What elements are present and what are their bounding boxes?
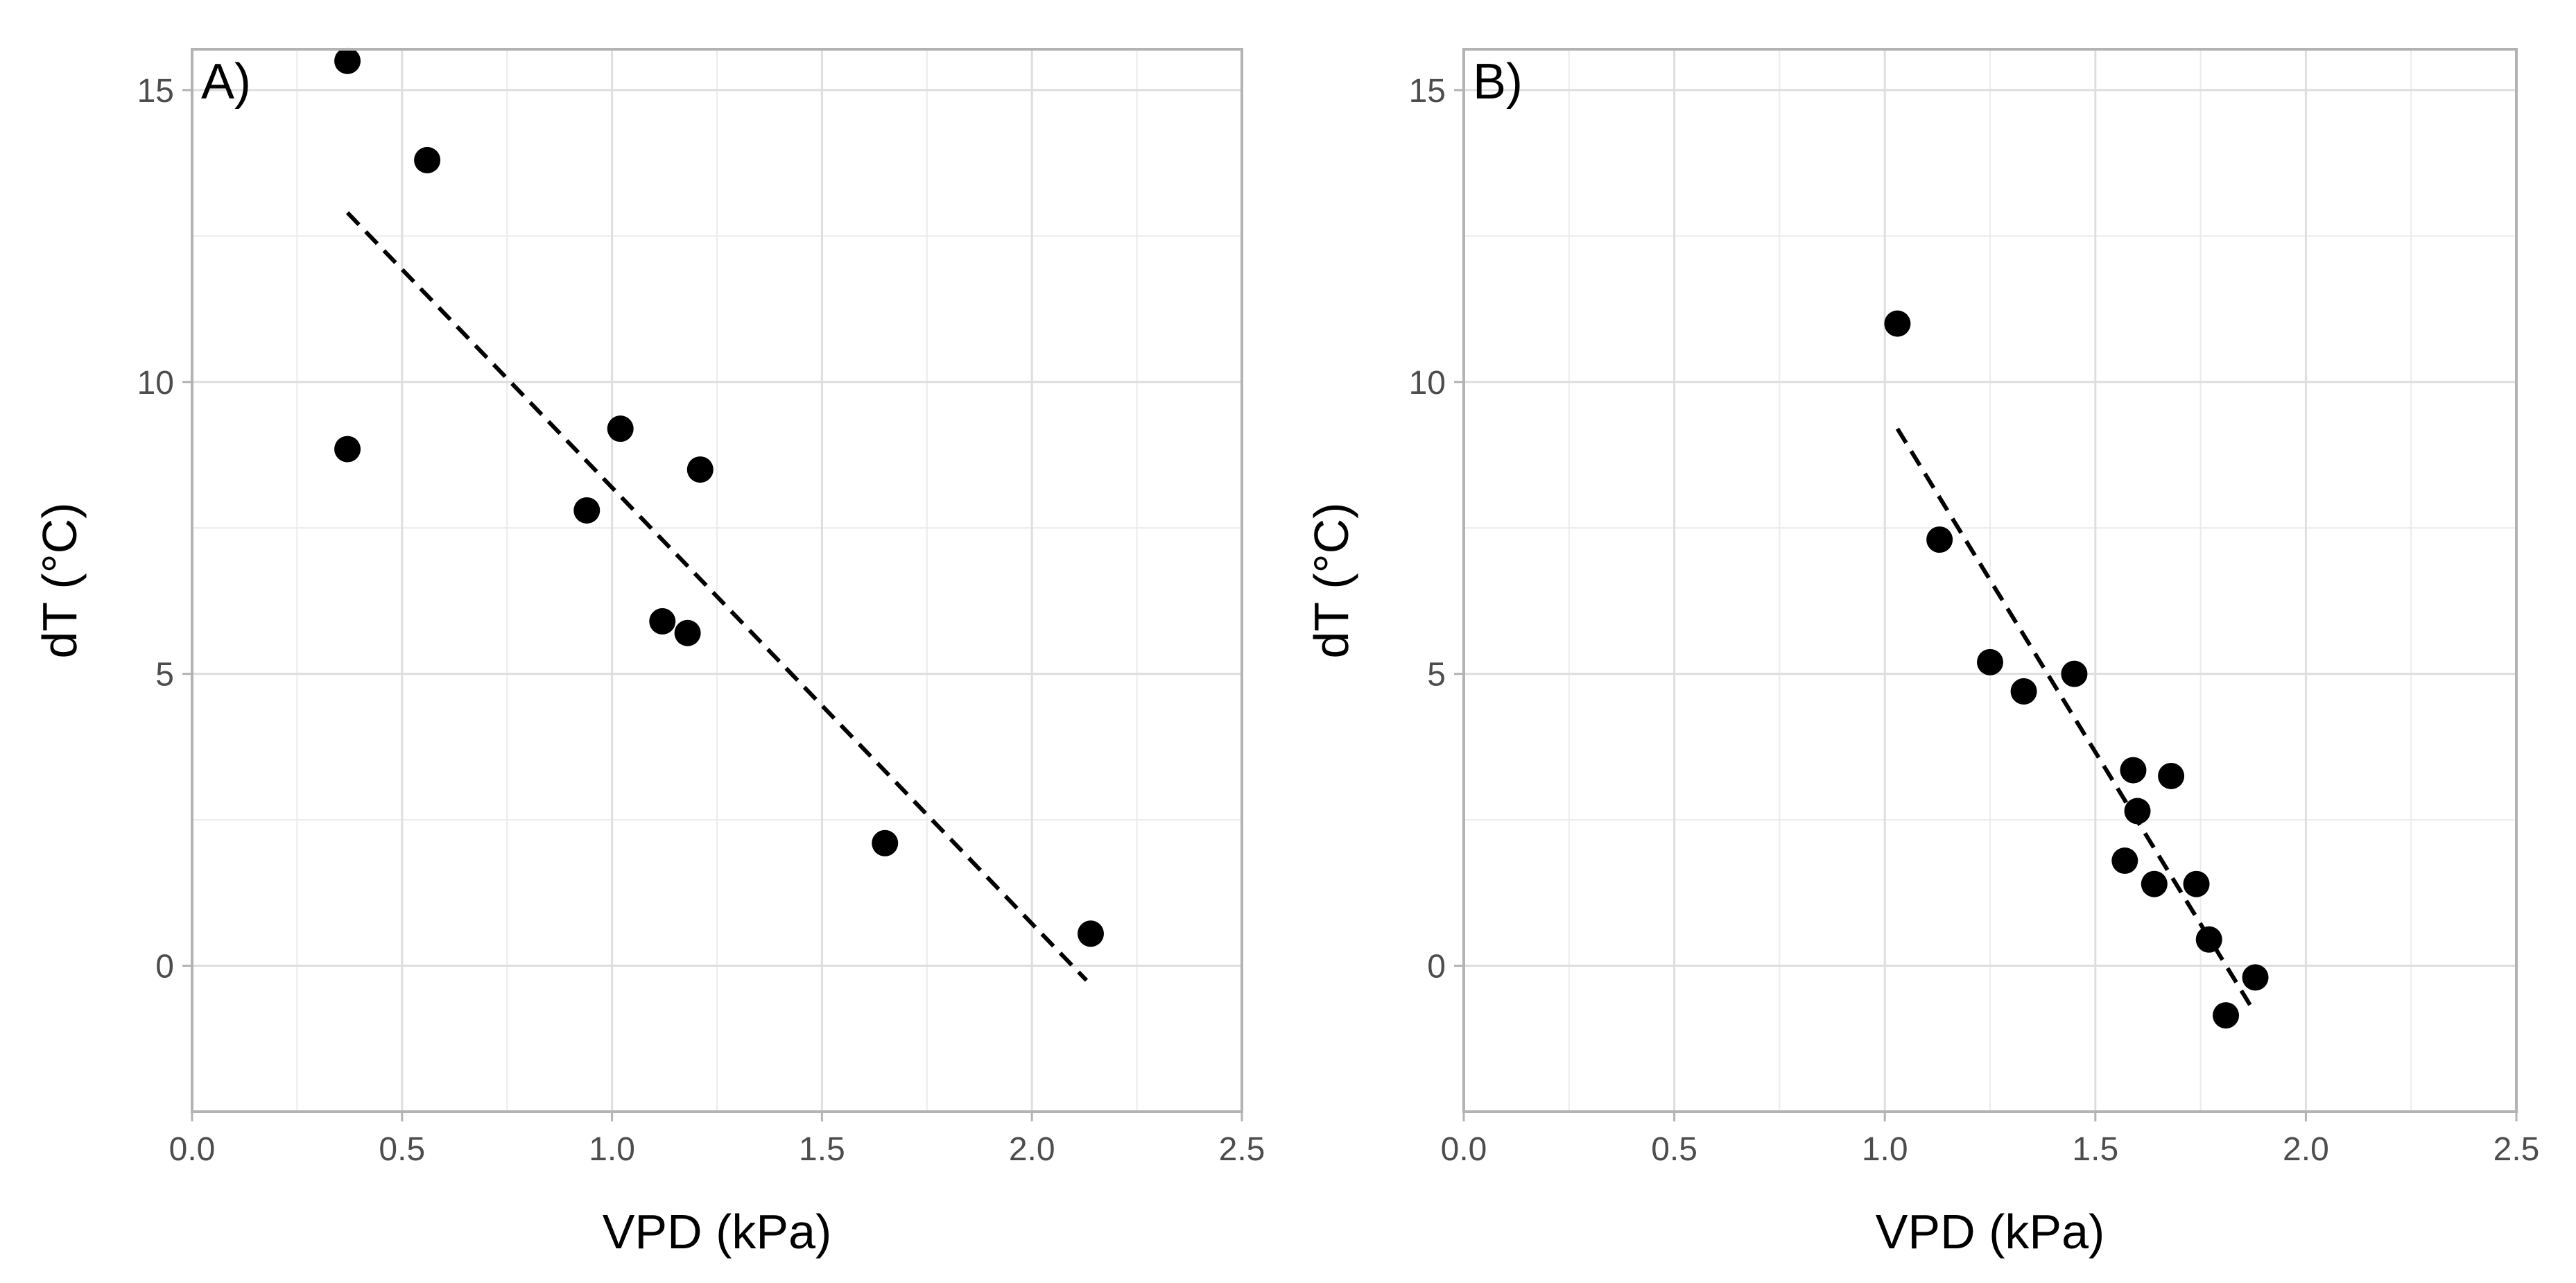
panel-a-data-point-7 [649, 608, 676, 635]
panel-b-points [1884, 310, 2269, 1029]
panel-a-x-axis: 0.0 0.5 1.0 1.5 2.0 2.5 [169, 1112, 1265, 1168]
panel-b-data-point-2 [1926, 526, 1953, 553]
panel-a-y-axis: 0 5 10 15 [137, 73, 192, 985]
panel-b-data-point-5 [2061, 660, 2088, 687]
panel-b-data-point-10 [2141, 870, 2168, 897]
panel-b-y-axis-title: dT (°C) [1304, 502, 1358, 658]
panel-a-y-tick-label: 0 [155, 949, 174, 985]
panel-a-y-tick-label: 5 [155, 657, 174, 694]
panel-b-fit-line-group [1895, 427, 2254, 1008]
panel-b-y-axis: 0 5 10 15 [1409, 73, 1464, 985]
panel-a-x-tick-label: 1.5 [799, 1131, 845, 1168]
panel-a-x-tick-label: 1.0 [589, 1131, 635, 1168]
panel-b-y-tick-label: 0 [1427, 949, 1446, 985]
panel-a-x-tick-label: 0.0 [169, 1131, 216, 1168]
panel-b-x-tick-label: 0.5 [1651, 1131, 1697, 1168]
panel-a-fit-line [345, 211, 1089, 982]
panel-b: 0.0 0.5 1.0 1.5 2.0 2.5 0 5 10 15 B) VPD (kPa) d… [1304, 48, 2540, 1259]
panel-b-data-point-7 [2124, 798, 2151, 825]
panel-b-data-point-4 [2010, 678, 2037, 705]
panel-b-x-tick-label: 0.0 [1441, 1131, 1487, 1168]
panel-a: 0.0 0.5 1.0 1.5 2.0 2.5 0 5 10 15 A) VPD (kPa) d… [33, 47, 1265, 1259]
panel-a-data-point-8 [674, 619, 701, 646]
panel-b-border [1462, 48, 2518, 1113]
panel-b-x-tick-label: 2.0 [2283, 1131, 2329, 1168]
panel-b-data-point-6 [2120, 757, 2147, 784]
panel-a-data-point-4 [573, 497, 600, 524]
panel-b-x-axis: 0.0 0.5 1.0 1.5 2.0 2.5 [1441, 1112, 2540, 1168]
panel-b-y-tick-label: 15 [1409, 73, 1446, 110]
panel-a-data-point-3 [334, 436, 361, 463]
panel-b-data-point-13 [2213, 1002, 2240, 1029]
panel-a-data-point-2 [414, 146, 441, 173]
panel-a-x-tick-label: 2.5 [1219, 1131, 1265, 1168]
panel-b-fit-line [1895, 427, 2254, 1008]
panel-b-data-point-1 [1884, 310, 1911, 337]
panel-a-border [191, 48, 1243, 1113]
panel-b-x-tick-label: 1.0 [1862, 1131, 1908, 1168]
panel-a-data-point-9 [872, 829, 899, 856]
panel-b-data-point-14 [2242, 964, 2269, 991]
panel-a-points [334, 47, 1104, 947]
panel-a-label: A) [201, 54, 251, 110]
panel-a-fit-line-group [345, 211, 1089, 982]
panel-a-y-tick-label: 10 [137, 365, 174, 402]
panel-a-y-tick-label: 15 [137, 73, 174, 110]
panel-a-data-point-6 [686, 456, 714, 483]
panel-a-x-tick-label: 2.0 [1009, 1131, 1055, 1168]
panel-a-x-axis-title: VPD (kPa) [603, 1205, 832, 1259]
panel-a-y-axis-title: dT (°C) [33, 502, 87, 658]
panel-b-x-axis-title: VPD (kPa) [1876, 1205, 2105, 1259]
panel-a-x-tick-label: 0.5 [379, 1131, 425, 1168]
panel-b-data-point-12 [2195, 926, 2222, 953]
panel-b-data-point-3 [1977, 648, 2003, 675]
panel-a-data-point-1 [334, 47, 361, 74]
panel-b-data-point-11 [2183, 870, 2210, 897]
panel-a-data-point-10 [1077, 920, 1104, 947]
panel-b-x-tick-label: 2.5 [2493, 1131, 2540, 1168]
panel-b-label: B) [1473, 54, 1523, 110]
panel-b-x-tick-label: 1.5 [2072, 1131, 2118, 1168]
panel-b-data-point-8 [2158, 762, 2185, 789]
panel-b-y-tick-label: 10 [1409, 365, 1446, 402]
panel-b-y-tick-label: 5 [1427, 657, 1446, 694]
panel-a-data-point-5 [607, 415, 634, 442]
panel-b-data-point-9 [2111, 847, 2138, 875]
